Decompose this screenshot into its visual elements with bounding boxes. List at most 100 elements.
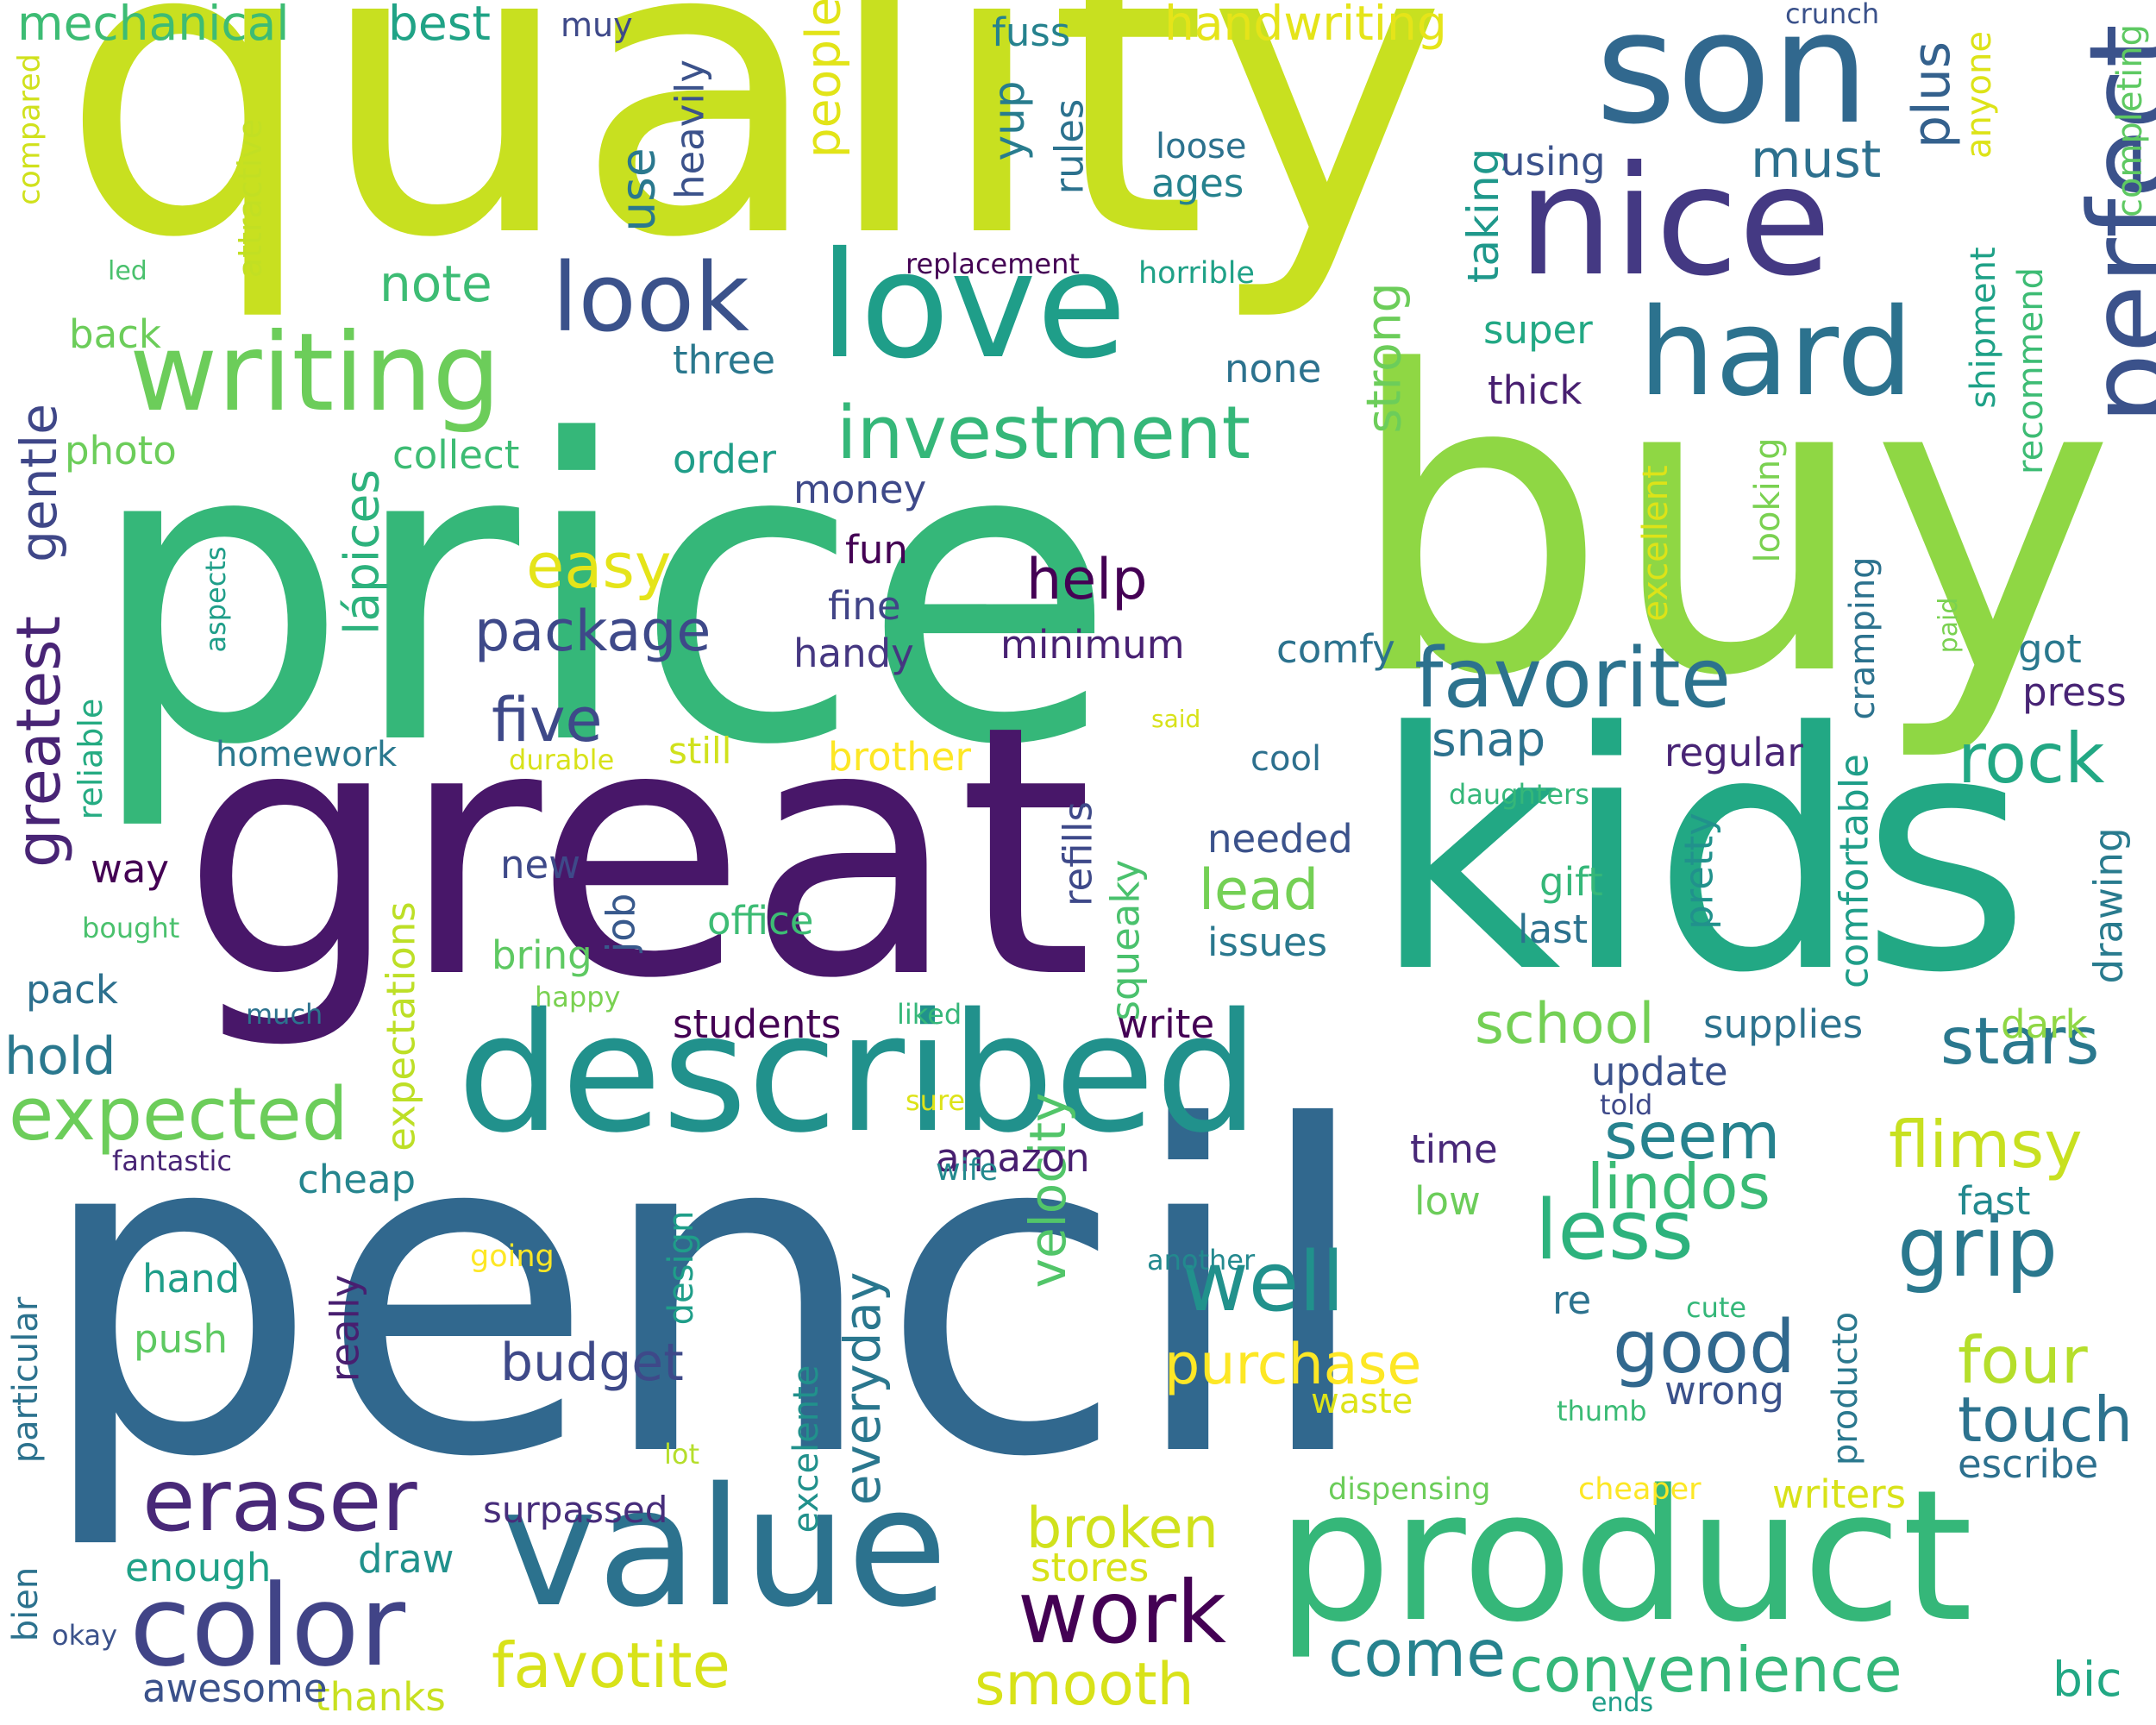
word: color [129,1560,406,1691]
word: quality [60,0,1447,326]
word: excellent [1636,465,1676,622]
word: thanks [315,1674,446,1720]
word: regular [1664,730,1803,775]
word: bring [492,932,592,978]
word: five [492,685,603,756]
word: crunch [1785,0,1880,30]
word: convenience [1509,1634,1902,1706]
word: strong [1356,282,1412,434]
word: led [108,256,147,286]
word: last [1518,906,1589,952]
word: heavily [667,59,713,200]
word: purchase [1164,1333,1422,1397]
word: time [1410,1126,1498,1172]
word: supplies [1703,1001,1864,1047]
word: much [246,998,323,1031]
word: daughters [1449,778,1589,811]
word: lead [1199,858,1319,923]
word: work [1018,1562,1226,1663]
word: money [793,467,927,512]
word: price [86,354,1117,836]
word: described [457,978,1259,1169]
word: office [707,898,814,944]
word: taking [1458,147,1508,284]
word: velocity [1018,1092,1077,1289]
word: buy [1345,285,2115,767]
word: another [1147,1244,1256,1276]
word: squeaky [1102,859,1149,1021]
word: greatest [3,615,74,869]
word: anyone [1959,31,1999,159]
word: new [500,842,581,888]
word: update [1591,1049,1728,1095]
word: touch [1958,1383,2134,1456]
word: amazon [936,1135,1090,1181]
word: investment [837,391,1250,476]
word: write [1117,1001,1215,1047]
word: stars [1940,1003,2100,1079]
word: aspects [199,546,232,653]
word: budget [500,1333,684,1393]
word: pencil [34,1032,1376,1555]
word: lot [664,1438,700,1471]
word: lápices [334,469,390,635]
word: still [668,730,732,772]
word: great [181,653,1094,1054]
word: hard [1639,283,1914,423]
word: less [1535,1183,1694,1278]
word: broken [1026,1496,1219,1561]
word: waste [1311,1382,1413,1421]
word: compared [12,53,47,205]
word: love [819,221,1127,392]
word: issues [1207,919,1328,965]
word: particular [6,1296,46,1464]
word: must [1751,129,1882,190]
word: help [1026,548,1148,612]
word: four [1958,1322,2088,1398]
word: yup [984,80,1034,161]
word: use [610,147,666,232]
word: thumb [1557,1395,1647,1427]
word: reliable [72,698,110,820]
word: using [1501,139,1606,185]
word: bien [6,1566,46,1642]
word: drawing [2085,827,2132,984]
word: dark [2001,1001,2088,1047]
word: ages [1151,160,1244,206]
word: fuss [992,9,1071,55]
word: dispensing [1328,1472,1491,1507]
word: product [1276,1451,1973,1662]
word: pretty [1676,812,1722,930]
word: best [388,0,491,51]
word: design [661,1210,701,1326]
word: needed [1207,816,1353,862]
word: liked [897,998,962,1031]
word: flimsy [1889,1107,2083,1182]
word: homework [216,735,398,775]
word: gentle [9,404,68,562]
word: sure [906,1084,966,1117]
word: value [500,1452,948,1643]
word: durable [509,743,615,776]
word: loose [1156,127,1247,166]
word: plus [1902,41,1962,149]
word: told [1600,1088,1653,1121]
word: wrong [1664,1368,1784,1414]
word: recommend [2011,267,2051,474]
word: low [1414,1178,1481,1224]
word: come [1328,1615,1507,1691]
word: completing [2110,23,2150,218]
word: fast [1958,1178,2031,1224]
word: brother [828,734,971,780]
word: students [673,1001,842,1047]
word: refills [1055,801,1101,906]
word: looking [1748,437,1788,563]
word: paid [1934,597,1964,654]
word: gift [1539,859,1603,905]
word: note [379,254,492,313]
word: writers [1772,1471,1907,1517]
word: okay [52,1619,118,1652]
word: smooth [975,1651,1194,1719]
word: expected [9,1072,348,1157]
